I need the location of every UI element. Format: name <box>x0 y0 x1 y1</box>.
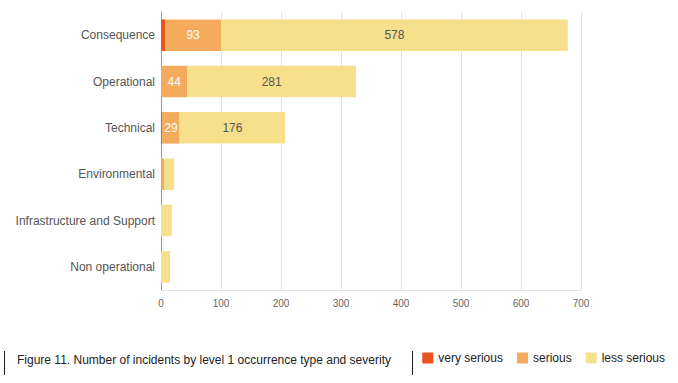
svg-text:Non operational: Non operational <box>70 260 155 274</box>
svg-text:Infrastructure and Support: Infrastructure and Support <box>16 214 156 228</box>
svg-text:100: 100 <box>213 298 230 309</box>
svg-text:176: 176 <box>222 121 242 135</box>
svg-text:200: 200 <box>273 298 290 309</box>
svg-text:less serious: less serious <box>602 351 665 365</box>
svg-text:0: 0 <box>158 298 164 309</box>
svg-text:281: 281 <box>262 75 282 89</box>
svg-text:Operational: Operational <box>93 75 155 89</box>
svg-text:serious: serious <box>533 351 572 365</box>
svg-text:44: 44 <box>168 75 182 89</box>
svg-text:700: 700 <box>573 298 590 309</box>
svg-text:Technical: Technical <box>105 121 155 135</box>
svg-text:500: 500 <box>453 298 470 309</box>
svg-text:600: 600 <box>513 298 530 309</box>
svg-text:very serious: very serious <box>438 351 503 365</box>
svg-text:29: 29 <box>164 121 178 135</box>
svg-text:Consequence: Consequence <box>81 28 155 42</box>
svg-text:300: 300 <box>333 298 350 309</box>
svg-text:93: 93 <box>186 28 200 42</box>
svg-text:400: 400 <box>393 298 410 309</box>
svg-text:Figure 11. Number of incidents: Figure 11. Number of incidents by level … <box>17 353 391 367</box>
svg-text:Environmental: Environmental <box>78 167 155 181</box>
svg-text:578: 578 <box>384 28 404 42</box>
